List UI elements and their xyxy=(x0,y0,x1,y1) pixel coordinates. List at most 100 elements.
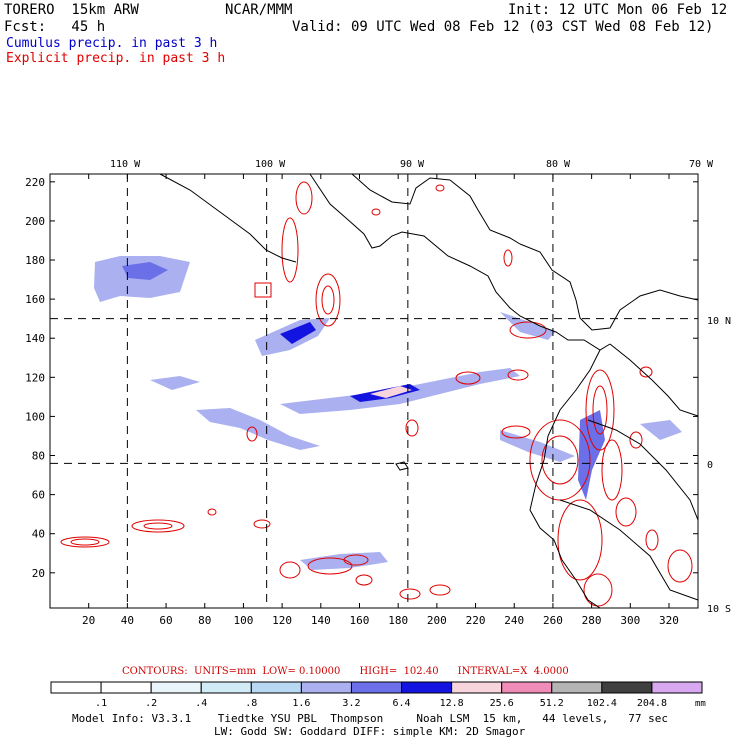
precip-area xyxy=(122,262,168,280)
contour xyxy=(253,519,271,529)
precip-area xyxy=(578,410,605,500)
model-info: Model Info: V3.3.1 Tiedtke YSU PBL Thomp… xyxy=(72,712,669,725)
precip-area xyxy=(500,430,575,462)
plot-border xyxy=(49,173,699,609)
contour xyxy=(355,574,373,586)
physics-info: LW: Godd SW: Goddard DIFF: simple KM: 2D… xyxy=(214,725,526,738)
x-tick-label: 80 xyxy=(198,614,211,627)
legend-label: 51.2 xyxy=(540,698,564,709)
lon-label-110w: 110 W xyxy=(110,159,141,170)
x-tick-label: 120 xyxy=(272,614,292,627)
contour xyxy=(315,273,341,327)
y-tick-label: 160 xyxy=(25,293,45,306)
contour xyxy=(601,439,623,501)
y-tick-label: 180 xyxy=(25,254,45,267)
legend-bin xyxy=(150,681,202,694)
y-tick-label: 40 xyxy=(32,528,45,541)
contour xyxy=(60,536,110,548)
legend-labels: .1 .2 .4 .8 1.6 3.2 6.4 12.8 25.6 51.2 102.4 204.8 xyxy=(95,698,667,709)
legend-label: 204.8 xyxy=(637,698,667,709)
x-tick-label: 160 xyxy=(350,614,370,627)
contour xyxy=(343,554,369,566)
legend-bin xyxy=(501,681,553,694)
contour xyxy=(585,369,615,451)
legend-bin xyxy=(250,681,302,694)
legend-unit: mm xyxy=(695,699,706,709)
precip-area xyxy=(280,322,316,344)
contour xyxy=(507,369,529,381)
contour xyxy=(592,385,608,435)
legend-bin xyxy=(451,681,503,694)
contour xyxy=(429,584,451,596)
precip-area xyxy=(370,386,412,398)
contour xyxy=(629,431,643,449)
legend-bin xyxy=(100,681,152,694)
contours-info: CONTOURS: UNITS=mm LOW= 0.10000 HIGH= 10… xyxy=(122,666,569,677)
lon-label-90w: 90 W xyxy=(400,159,425,170)
mexico-west-coast xyxy=(159,173,297,263)
lat-label-10n: 10 N xyxy=(707,316,731,327)
precip-area xyxy=(196,408,320,450)
coastline-mexico-central-america xyxy=(309,173,611,351)
lon-label-70w: 70 W xyxy=(689,159,714,170)
contour xyxy=(70,538,100,546)
contour xyxy=(501,425,531,439)
legend-label: 6.4 xyxy=(393,698,411,709)
legend-bin xyxy=(200,681,252,694)
contour xyxy=(254,282,272,298)
contour xyxy=(321,285,335,315)
x-tick-label: 220 xyxy=(466,614,486,627)
coastline-caribbean xyxy=(519,243,699,331)
contour xyxy=(131,519,185,533)
legend-label: .1 xyxy=(95,698,107,709)
legend-label: 25.6 xyxy=(490,698,514,709)
legend-label: .4 xyxy=(195,698,207,709)
contour xyxy=(307,557,353,575)
contour xyxy=(503,249,513,267)
x-tick-label: 20 xyxy=(82,614,95,627)
contour xyxy=(405,419,419,437)
contour xyxy=(143,522,173,530)
x-tick-label: 300 xyxy=(620,614,640,627)
contour xyxy=(246,426,258,442)
contour xyxy=(509,321,547,339)
color-legend: .1.2.4.8 1.6 3.2 6.4 12.8 25.6 51.2 102.4 204.8 … xyxy=(50,681,706,709)
x-tick-label: 60 xyxy=(159,614,172,627)
coastlines xyxy=(159,173,699,609)
y-tick-label: 20 xyxy=(32,567,45,580)
x-tick-label: 200 xyxy=(427,614,447,627)
explicit-label: Explicit precip. in past 3 h xyxy=(6,51,226,66)
x-tick-label: 140 xyxy=(311,614,331,627)
x-tick-label: 180 xyxy=(388,614,408,627)
coastline-south-america xyxy=(529,349,601,609)
lon-labels: 110 W 100 W 90 W 80 W 70 W xyxy=(110,159,714,170)
legend-label: 1.6 xyxy=(292,698,310,709)
lat-label-10s: 10 S xyxy=(707,604,731,615)
legend-label: .2 xyxy=(145,698,157,709)
contour xyxy=(667,549,693,583)
contour xyxy=(207,508,217,516)
y-tick-label: 200 xyxy=(25,215,45,228)
legend-bin xyxy=(651,681,703,694)
explicit-precip-contours xyxy=(60,181,693,607)
coastline-gulf xyxy=(351,173,451,205)
x-tick-label: 280 xyxy=(582,614,602,627)
y-tick-label: 80 xyxy=(32,450,45,463)
init-time: Init: 12 UTC Mon 06 Feb 12 xyxy=(508,2,728,18)
legend-bin xyxy=(551,681,603,694)
legend-bin xyxy=(300,681,352,694)
y-tick-label: 140 xyxy=(25,332,45,345)
contour xyxy=(371,208,381,216)
coastline-yucatan xyxy=(449,179,521,245)
contour xyxy=(639,366,653,378)
y-tick-label: 100 xyxy=(25,410,45,423)
legend-bins xyxy=(50,681,703,694)
legend-bin xyxy=(350,681,403,694)
org-label: NCAR/MMM xyxy=(225,2,293,18)
contour xyxy=(295,181,313,215)
contour xyxy=(279,561,301,579)
contour xyxy=(281,217,299,283)
contour xyxy=(399,588,421,600)
y-tick-label: 220 xyxy=(25,176,45,189)
